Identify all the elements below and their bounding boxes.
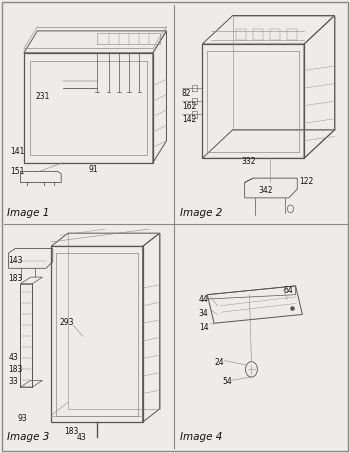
Text: 54: 54 — [223, 377, 232, 386]
Text: 82: 82 — [182, 89, 191, 98]
Text: 91: 91 — [88, 165, 98, 174]
Text: 183: 183 — [9, 274, 23, 283]
Text: Image 3: Image 3 — [7, 432, 49, 442]
Text: 14: 14 — [199, 323, 209, 332]
Text: 143: 143 — [9, 256, 23, 265]
Text: 293: 293 — [60, 318, 74, 327]
Text: 141: 141 — [10, 147, 25, 156]
Text: 183: 183 — [9, 365, 23, 374]
Text: Image 4: Image 4 — [180, 432, 223, 442]
Text: 122: 122 — [299, 177, 313, 186]
Text: Image 2: Image 2 — [180, 207, 223, 217]
Text: 24: 24 — [214, 358, 224, 367]
Text: 33: 33 — [9, 377, 18, 386]
Text: 43: 43 — [9, 353, 18, 362]
Text: 43: 43 — [77, 433, 86, 442]
Text: 183: 183 — [65, 428, 79, 437]
Text: 64: 64 — [284, 286, 293, 295]
Text: 332: 332 — [241, 157, 256, 166]
Text: 93: 93 — [17, 414, 27, 423]
Text: 44: 44 — [199, 294, 209, 304]
Text: 34: 34 — [199, 309, 209, 318]
Text: 162: 162 — [182, 102, 196, 111]
Text: Image 1: Image 1 — [7, 207, 49, 217]
Text: 151: 151 — [10, 167, 25, 176]
Text: 142: 142 — [182, 116, 196, 125]
Text: 342: 342 — [258, 186, 273, 195]
Text: 231: 231 — [36, 92, 50, 101]
